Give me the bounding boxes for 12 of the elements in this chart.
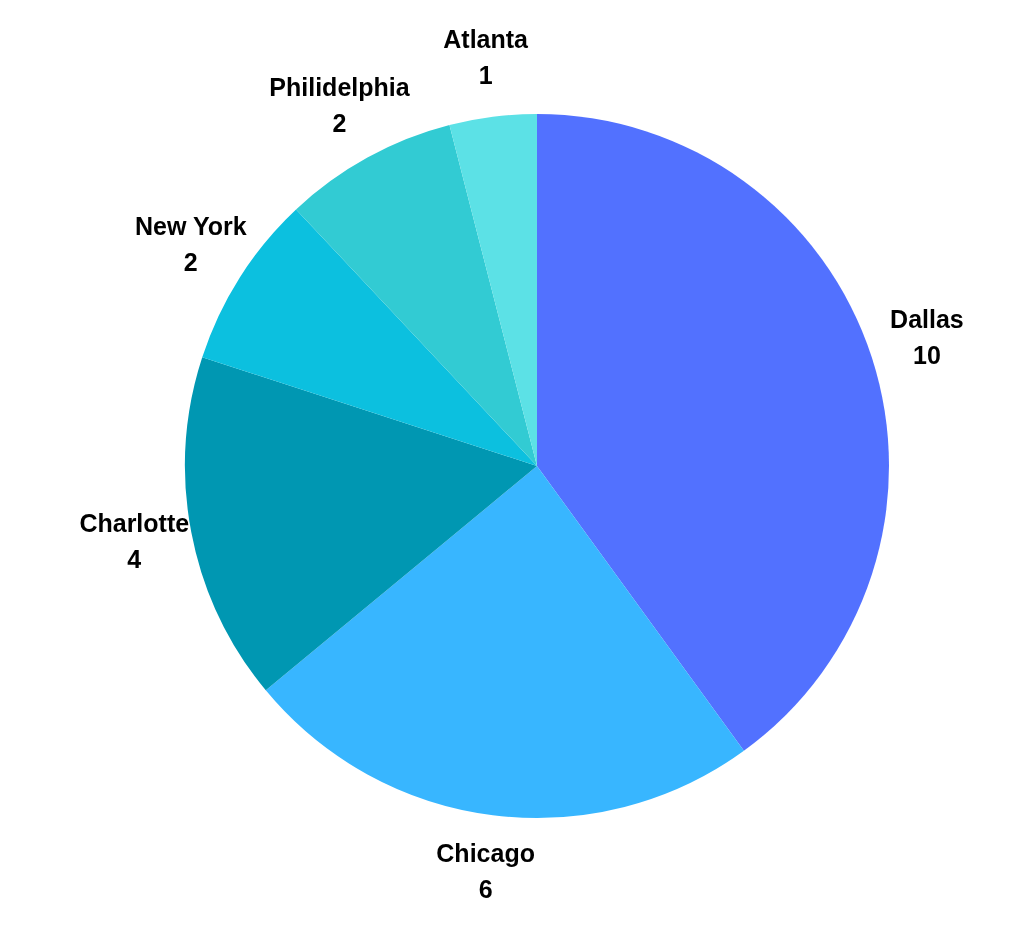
data-label: 6 [478, 874, 493, 903]
slice-label: Chicago [436, 838, 535, 867]
data-label: 2 [183, 248, 198, 277]
slice-label: Atlanta [443, 25, 530, 54]
data-label: 10 [913, 341, 941, 370]
slice-label: Dallas [890, 305, 964, 334]
slice-label: New York [135, 212, 247, 241]
slice-label: Philidelphia [269, 72, 411, 101]
slice-label: Charlotte [79, 508, 190, 537]
data-label: 1 [478, 61, 493, 90]
data-label: 2 [332, 108, 347, 137]
data-label: 4 [127, 544, 142, 573]
